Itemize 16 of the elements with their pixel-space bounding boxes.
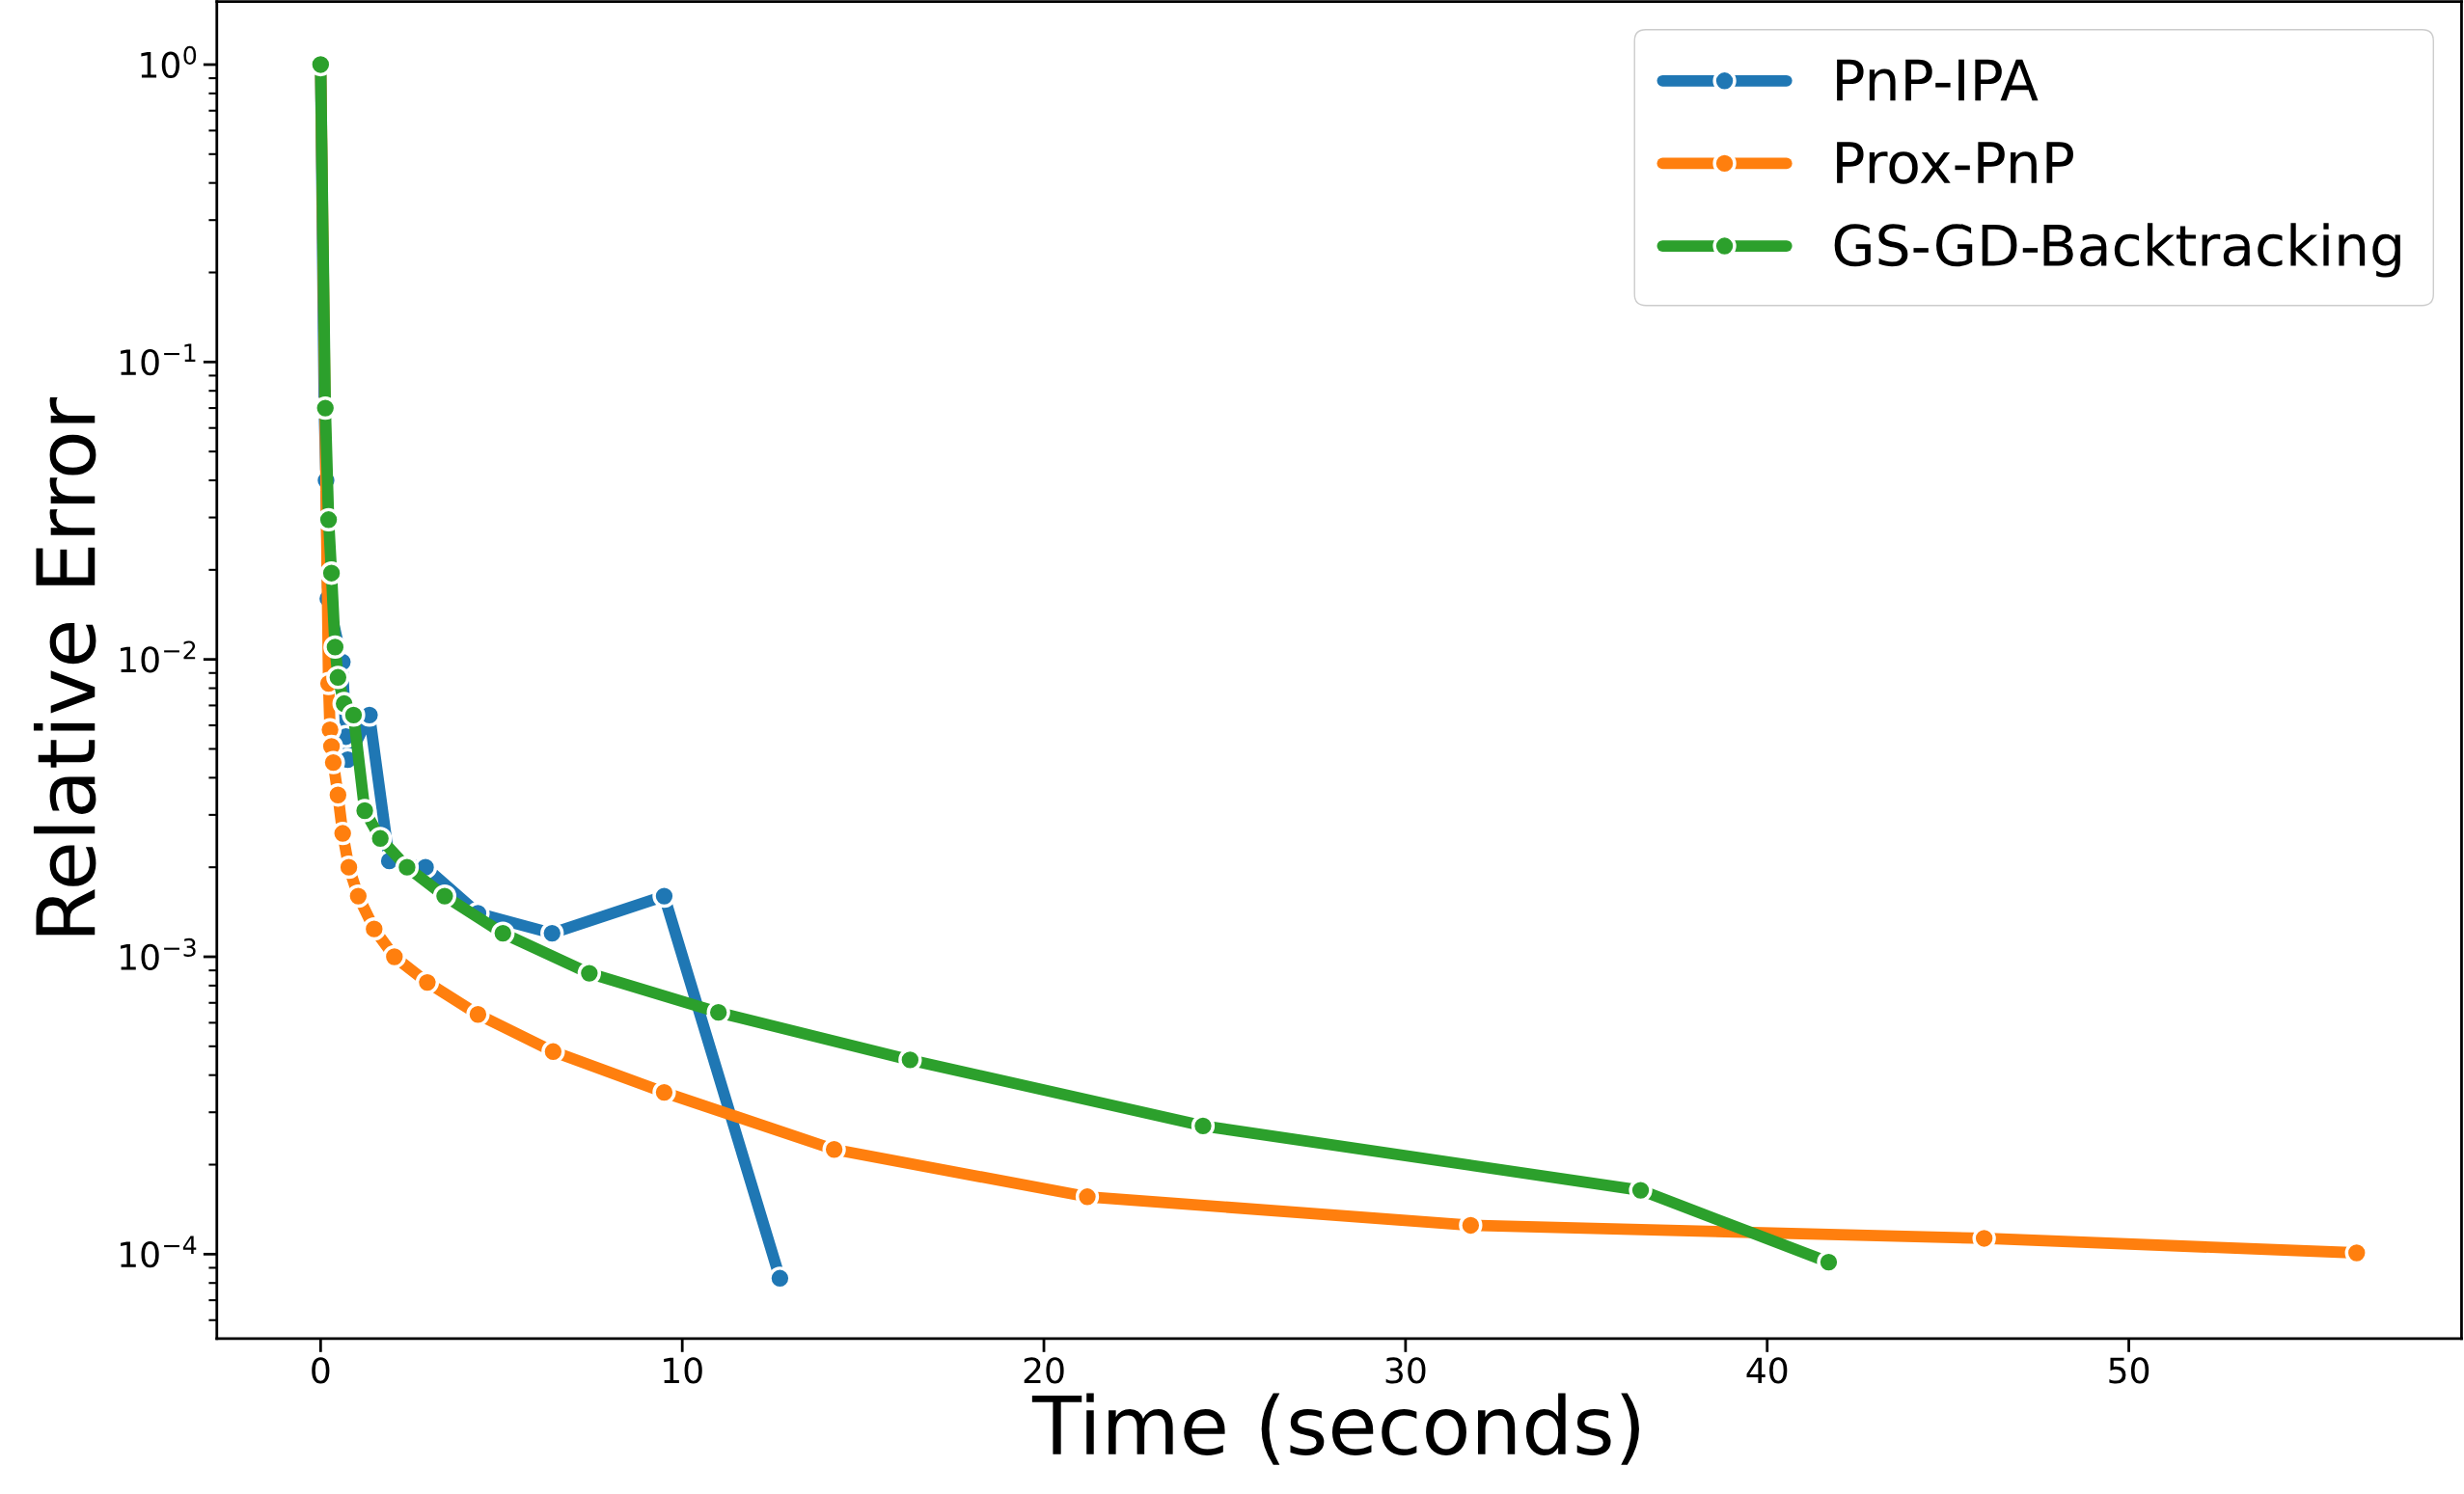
x-tick-label: 0 xyxy=(312,1357,330,1384)
x-tick-label: 20 xyxy=(1024,1357,1064,1384)
y-tick-label: 10$^{−1}$ xyxy=(121,343,196,376)
y-tick-label: 10$^{−2}$ xyxy=(121,640,196,673)
y-tick-label: 10$^{−4}$ xyxy=(121,1236,197,1268)
legend-label: GS-GD-Backtracking xyxy=(1834,223,2400,278)
x-tick-label: 10 xyxy=(664,1357,702,1384)
x-tick-label: 30 xyxy=(1385,1357,1426,1384)
x-axis-title: Time (seconds) xyxy=(1031,1393,1639,1465)
y-tick-label: 10$^{−3}$ xyxy=(121,937,196,970)
x-tick-label: 50 xyxy=(2109,1357,2149,1384)
y-axis-title: Relative Error xyxy=(33,396,96,936)
legend-label: PnP-IPA xyxy=(1837,59,2039,101)
x-tick-label: 40 xyxy=(1746,1357,1788,1384)
legend-label: Prox-PnP xyxy=(1837,142,2073,184)
y-tick-label: 10$^{0}$ xyxy=(141,45,197,78)
